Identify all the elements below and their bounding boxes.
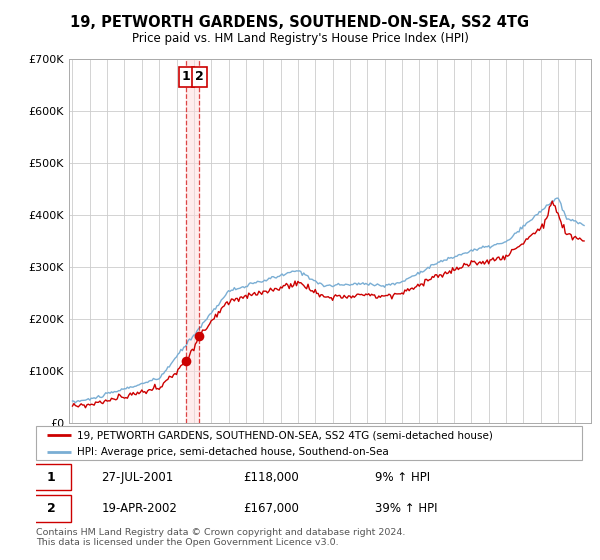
Text: Contains HM Land Registry data © Crown copyright and database right 2024.
This d: Contains HM Land Registry data © Crown c… <box>36 528 406 547</box>
Text: 19, PETWORTH GARDENS, SOUTHEND-ON-SEA, SS2 4TG (semi-detached house): 19, PETWORTH GARDENS, SOUTHEND-ON-SEA, S… <box>77 430 493 440</box>
FancyBboxPatch shape <box>31 495 71 521</box>
Text: 2: 2 <box>47 502 56 515</box>
Text: 2: 2 <box>194 71 203 83</box>
Text: £118,000: £118,000 <box>244 470 299 483</box>
Bar <box>187 59 199 423</box>
Text: 19-APR-2002: 19-APR-2002 <box>101 502 178 515</box>
Text: 1: 1 <box>47 470 56 483</box>
Text: HPI: Average price, semi-detached house, Southend-on-Sea: HPI: Average price, semi-detached house,… <box>77 447 389 457</box>
Text: 1: 1 <box>182 71 191 83</box>
Text: 9% ↑ HPI: 9% ↑ HPI <box>374 470 430 483</box>
FancyBboxPatch shape <box>36 426 582 460</box>
FancyBboxPatch shape <box>31 464 71 490</box>
Text: Price paid vs. HM Land Registry's House Price Index (HPI): Price paid vs. HM Land Registry's House … <box>131 32 469 45</box>
Text: 39% ↑ HPI: 39% ↑ HPI <box>374 502 437 515</box>
Text: £167,000: £167,000 <box>244 502 299 515</box>
Text: 27-JUL-2001: 27-JUL-2001 <box>101 470 174 483</box>
Text: 19, PETWORTH GARDENS, SOUTHEND-ON-SEA, SS2 4TG: 19, PETWORTH GARDENS, SOUTHEND-ON-SEA, S… <box>70 15 530 30</box>
